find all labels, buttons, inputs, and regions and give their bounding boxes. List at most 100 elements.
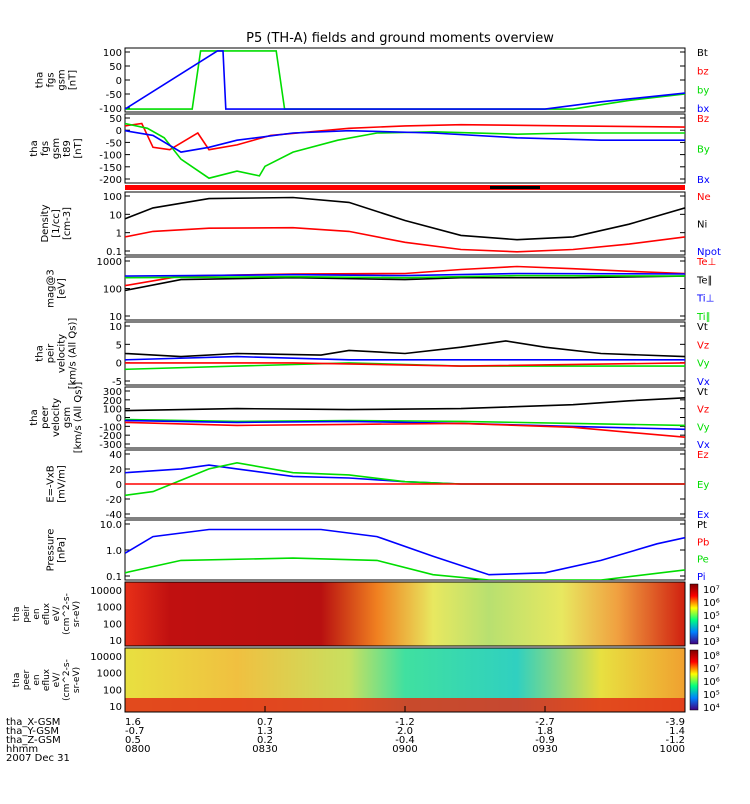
legend-entry: Bz	[697, 114, 709, 125]
series-line-Ni	[125, 196, 685, 241]
series-line-Ti⊥	[125, 272, 685, 277]
y-axis-label-line: sr-eV)	[72, 667, 82, 693]
colorbar-tick-label: 10³	[703, 637, 720, 648]
y-axis-label-line: fgs	[40, 141, 51, 156]
series-line-Vx	[125, 355, 685, 361]
legend-entry: Pe	[697, 555, 709, 566]
bottom-axis-row-label: tha_X-GSM	[6, 717, 60, 728]
legend-entry: bx	[697, 104, 709, 115]
bottom-axis-value: 1.6	[125, 717, 141, 728]
y-tick-label: 50	[109, 62, 122, 73]
y-tick-label: 100	[103, 685, 122, 696]
bottom-axis-value: -2.7	[535, 717, 555, 728]
y-tick-label: 0	[116, 480, 122, 491]
series-line-Vt	[125, 397, 685, 412]
y-tick-label: -200	[99, 175, 122, 186]
y-tick-label: 10000	[90, 652, 122, 663]
colorbar-tick-label: 10⁷	[703, 664, 720, 675]
bottom-axis-value: 0.7	[257, 717, 273, 728]
series-line-by	[125, 50, 685, 110]
y-tick-label: 1000	[97, 257, 122, 268]
spectrogram-1: 10000 1000 100 10 tha peer en eflux eV/(cm^2-s-s…	[12, 647, 720, 714]
y-tick-label: 1.0	[106, 546, 122, 557]
y-axis-label-line: [eV]	[57, 278, 68, 299]
legend-entry: Vt	[697, 322, 708, 333]
y-tick-label: 40	[109, 450, 122, 461]
colorbar-tick-label: 10⁸	[703, 651, 720, 662]
legend-entry: by	[697, 85, 709, 96]
y-tick-label: 100	[103, 192, 122, 203]
y-tick-label: -100	[99, 422, 122, 433]
y-tick-label: 1000	[97, 669, 122, 680]
colorbar-tick-label: 10⁴	[703, 624, 720, 635]
panel-frame	[124, 256, 686, 321]
y-axis-label-line: gsm	[57, 69, 68, 90]
y-axis-label-line: [cm-3]	[62, 207, 73, 240]
colorbar-tick-label: 10⁵	[703, 690, 720, 701]
series-line-Vy	[125, 362, 685, 371]
panel-frame	[124, 386, 686, 449]
legend-entry: Bt	[697, 48, 708, 59]
y-axis-label-line: mag@3	[46, 269, 57, 308]
y-tick-label: 50	[109, 114, 122, 125]
legend-entry: Vy	[697, 359, 710, 370]
y-tick-label: 100	[103, 619, 122, 630]
panel-1: 500-50 -100-150-200 tha fgs gsm t89 [nT] Bz By Bx	[29, 113, 710, 186]
y-axis-label-line: peer	[22, 669, 32, 690]
y-axis-label-line: eflux	[42, 668, 52, 691]
legend-entry: Pb	[697, 537, 709, 548]
y-axis-label-line: Density	[40, 204, 51, 242]
y-tick-label: 0	[116, 76, 122, 87]
bottom-axis-value: 0900	[392, 744, 417, 755]
y-tick-label: 10	[109, 702, 122, 713]
y-axis-label-line: Pressure	[46, 529, 57, 572]
y-tick-label: 0	[116, 359, 122, 370]
y-axis-label: E=-VxB [mV/m]	[46, 465, 68, 503]
y-axis-label-line: eV/	[52, 606, 62, 622]
colorbar-tick-label: 10⁵	[703, 611, 720, 622]
bottom-axis-value: 1.3	[257, 726, 273, 737]
bottom-axis-value: 2.0	[397, 726, 413, 737]
y-tick-label: 1000	[97, 603, 122, 614]
legend-entry: Ni	[697, 220, 707, 231]
bottom-axis-value: 1.8	[537, 726, 553, 737]
status-bar-red	[125, 185, 685, 190]
legend-entry: Ti⊥	[696, 294, 714, 305]
legend-entry: bz	[697, 67, 709, 78]
y-axis-label-line: [nT]	[68, 70, 79, 90]
bottom-axis-value: 0930	[532, 744, 557, 755]
panel-7: 10.0 1.0 0.1 Pressure [nPa] Pt Pb Pe Pi	[46, 519, 709, 583]
legend-entry: Ex	[697, 510, 709, 521]
y-axis-label: mag@3 [eV]	[46, 269, 68, 308]
legend-entry: Ey	[697, 480, 709, 491]
bottom-axis-value: -3.9	[665, 717, 685, 728]
y-axis-label: tha peer velocity gsm [km/s (All Qs)]	[29, 382, 84, 454]
y-tick-label: -150	[99, 163, 122, 174]
y-axis-label-line: [km/s (All Qs)]	[68, 318, 79, 390]
y-axis-label-line: E=-VxB	[46, 465, 57, 502]
legend-entry: Vt	[697, 387, 708, 398]
y-axis-label-line: peer	[40, 405, 51, 429]
y-axis-label-line: en	[32, 674, 42, 685]
bottom-axis-value: 0.5	[125, 735, 141, 746]
legend-entry: Vx	[697, 377, 710, 388]
series-line-bx	[125, 50, 685, 110]
y-axis-label-line: gsm	[51, 138, 62, 159]
series-line-Vt	[125, 340, 685, 358]
bottom-axis-date: 2007 Dec 31	[6, 753, 70, 764]
y-axis-label-line: tha	[12, 673, 22, 688]
y-axis-label: Density [1/cc] [cm-3]	[40, 204, 73, 242]
y-axis-label-line: (cm^2-s-	[62, 659, 72, 701]
spectrogram-image	[125, 582, 685, 646]
y-axis-label: tha peir velocity [km/s (All Qs)]	[35, 318, 79, 390]
colorbar-tick-label: 10⁴	[703, 703, 720, 714]
legend-entry: Pi	[697, 572, 706, 583]
colorbar-tick-label: 10⁶	[703, 598, 720, 609]
y-tick-label: 1	[116, 229, 122, 240]
legend-entry: Vx	[697, 440, 710, 451]
panel-frame	[124, 113, 686, 184]
y-tick-label: 10	[109, 312, 122, 323]
spectrogram-0: 10000 1000 100 10 tha peir en eflux eV/(cm^2-s-s…	[12, 581, 720, 648]
y-axis-label-line: tha	[29, 140, 40, 156]
